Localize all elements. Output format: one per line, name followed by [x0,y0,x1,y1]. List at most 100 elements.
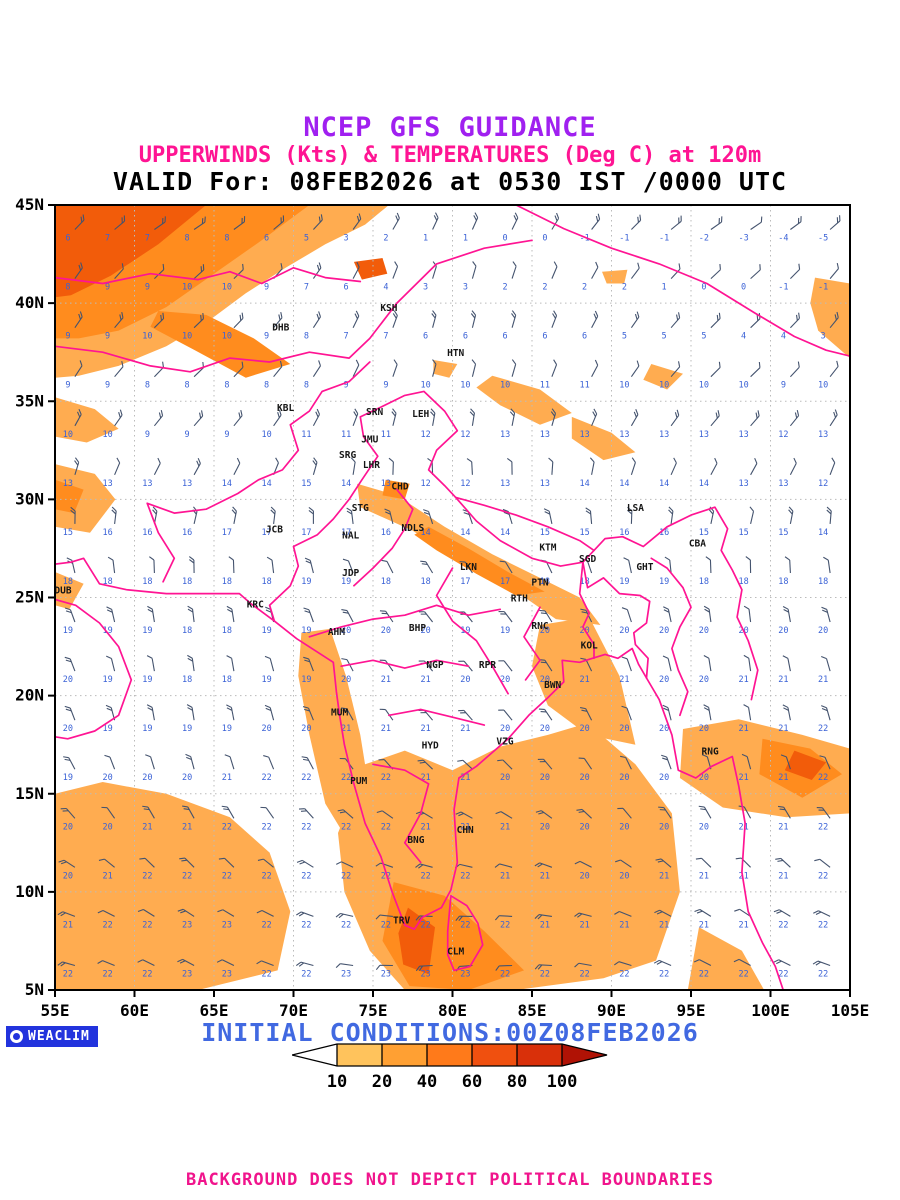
svg-text:10: 10 [222,332,232,342]
svg-text:22: 22 [699,970,709,980]
lon-tick-label: 65E [200,1001,229,1020]
svg-text:22: 22 [659,970,669,980]
svg-text:0: 0 [741,283,746,293]
lon-tick-label: 60E [120,1001,149,1020]
svg-text:SRN: SRN [366,407,383,418]
svg-text:20: 20 [63,675,73,685]
svg-text:RNC: RNC [531,621,548,632]
svg-text:20: 20 [659,822,669,832]
svg-text:KBL: KBL [277,403,294,414]
svg-text:11: 11 [381,430,391,440]
svg-text:HYD: HYD [422,741,439,752]
svg-text:20: 20 [579,724,589,734]
svg-text:JCB: JCB [266,525,283,536]
svg-text:19: 19 [102,626,112,636]
svg-text:22: 22 [778,970,788,980]
svg-text:13: 13 [738,430,748,440]
svg-text:21: 21 [738,675,748,685]
svg-text:18: 18 [699,577,709,587]
svg-text:20: 20 [699,822,709,832]
svg-text:20: 20 [63,871,73,881]
svg-text:15: 15 [738,528,748,538]
svg-text:13: 13 [142,479,152,489]
svg-text:21: 21 [738,822,748,832]
svg-text:-1: -1 [818,283,828,293]
svg-text:20: 20 [261,724,271,734]
svg-text:2: 2 [622,283,627,293]
lon-tick-label: 90E [597,1001,626,1020]
svg-text:15: 15 [301,479,311,489]
svg-text:20: 20 [341,626,351,636]
svg-text:12: 12 [460,430,470,440]
svg-text:10: 10 [182,283,192,293]
svg-text:-2: -2 [699,234,709,244]
svg-text:CHN: CHN [457,825,474,836]
svg-text:18: 18 [63,577,73,587]
svg-text:20: 20 [182,773,192,783]
svg-text:6: 6 [344,283,349,293]
svg-text:5: 5 [304,234,309,244]
lat-tick-label: 35N [15,391,44,410]
svg-text:10: 10 [659,381,669,391]
svg-text:20: 20 [579,773,589,783]
legend-value-label: 20 [372,1072,392,1092]
svg-text:CLM: CLM [447,947,464,958]
svg-text:23: 23 [222,970,232,980]
svg-text:12: 12 [420,479,430,489]
svg-text:22: 22 [142,970,152,980]
svg-text:KRC: KRC [247,599,264,610]
svg-text:20: 20 [102,773,112,783]
svg-text:6: 6 [264,234,269,244]
svg-text:23: 23 [420,970,430,980]
legend-value-label: 80 [507,1072,527,1092]
lon-tick-label: 85E [518,1001,547,1020]
svg-text:20: 20 [619,871,629,881]
svg-text:6: 6 [423,332,428,342]
svg-text:14: 14 [659,479,669,489]
svg-text:18: 18 [182,626,192,636]
svg-text:6: 6 [65,234,70,244]
svg-text:10: 10 [818,381,828,391]
svg-text:18: 18 [261,577,271,587]
legend-value-label: 60 [462,1072,482,1092]
svg-text:SGD: SGD [579,554,596,565]
svg-text:21: 21 [699,871,709,881]
svg-text:22: 22 [460,920,470,930]
svg-text:22: 22 [381,773,391,783]
svg-text:8: 8 [224,234,229,244]
svg-text:22: 22 [261,871,271,881]
svg-text:5: 5 [662,332,667,342]
svg-text:13: 13 [102,479,112,489]
svg-text:21: 21 [738,773,748,783]
svg-text:21: 21 [420,822,430,832]
svg-text:15: 15 [579,528,589,538]
svg-text:22: 22 [301,773,311,783]
svg-text:21: 21 [500,822,510,832]
svg-text:22: 22 [818,724,828,734]
svg-text:21: 21 [659,920,669,930]
svg-text:17: 17 [222,528,232,538]
svg-text:20: 20 [699,626,709,636]
svg-text:20: 20 [659,773,669,783]
lon-tick-label: 95E [677,1001,706,1020]
svg-text:20: 20 [699,773,709,783]
svg-text:18: 18 [142,577,152,587]
svg-text:STG: STG [352,503,369,514]
svg-text:21: 21 [460,822,470,832]
svg-text:16: 16 [142,528,152,538]
svg-text:10: 10 [420,381,430,391]
svg-text:12: 12 [420,430,430,440]
svg-text:GHT: GHT [636,562,653,573]
svg-text:VZG: VZG [496,737,513,748]
svg-text:KTM: KTM [539,542,556,553]
svg-text:LSA: LSA [627,503,644,514]
svg-text:22: 22 [341,773,351,783]
boundary-layer [55,205,850,990]
weaclim-logo[interactable]: WEACLIM [6,1026,98,1047]
svg-text:22: 22 [301,920,311,930]
svg-text:18: 18 [222,626,232,636]
lon-tick-label: 75E [359,1001,388,1020]
svg-text:22: 22 [341,920,351,930]
svg-text:-1: -1 [579,234,589,244]
svg-text:22: 22 [261,920,271,930]
